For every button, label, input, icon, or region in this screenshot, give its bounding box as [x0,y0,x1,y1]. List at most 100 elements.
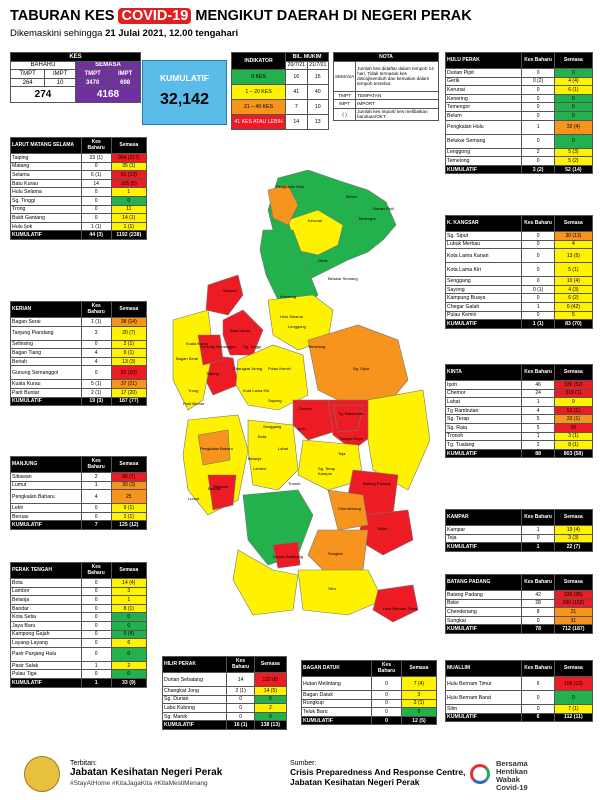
mukim-row: Kota Setia 0 0 [10,612,148,622]
mukim-name: Selinsing [10,339,82,350]
district-name: MANJUNG [10,456,82,473]
indicator-label: 0 KES [230,69,287,86]
kes-semasa: 3 [400,690,438,700]
mukim-name: Kenering [444,93,523,104]
kumulatif-row: KUMULATIF 3 (2) 52 (14) [444,164,594,175]
mukim-row: Belum 0 0 [444,110,594,121]
kes-baharu: 14 [226,672,255,687]
kes-semasa: 0 [110,669,148,679]
kumulatif-row: KUMULATIF 44 (3) 1192 (238) [10,230,148,240]
indicator-row: 21 – 40 KES 7 10 [230,99,330,116]
kes-semasa: 0 [110,620,148,631]
mukim-name: Tg Rambutan [444,405,523,416]
kes-baharu: 0 (2) [521,76,555,87]
kes-baharu: 1 (1) [80,317,112,327]
map-label: Beruas [208,486,221,491]
mukim-name: Bagan Datuk [300,690,373,700]
mukim-row: Sitiawan 2 60 (7) [10,472,148,482]
kes-semasa: 14 (1) [110,213,148,223]
district-table-larut: LARUT MATANG SELAMA Kes Baharu Semasa Taipi… [10,137,148,240]
kes-semasa: 51 (10) [110,365,148,381]
kes-baharu: 0 [521,133,555,149]
kes-semasa: 21 [553,607,594,617]
mukim-row: Taiping 23 (1) 964 (217) [10,153,148,163]
indicator-row: 0 KES 16 15 [230,69,330,86]
mukim-name: Selama [10,170,82,180]
mukim-name: Teluk Baru [300,707,373,717]
kes-semasa: 20 (7) [110,325,148,341]
district-name: PERAK TENGAH [10,562,82,579]
kes-semasa: 13 (5) [553,248,594,264]
mukim-row: Chegar Galah 1 6 (42) [444,301,594,312]
kes-baharu: 0 [371,690,402,700]
mukim-row: Labu Kubong 0 2 [161,703,288,713]
mukim-row: Pasir Panjang Hulu 0 0 [10,646,148,662]
kes-baharu: 2 [521,440,555,450]
kes-semasa: 8 (1) [553,440,594,450]
kes-baharu: 0 [80,161,112,172]
mukim-row: Kampong Gajah 0 0 (4) [10,629,148,640]
mukim-name: Belum [444,110,523,121]
map-label: Sg. Siput [353,366,370,371]
publisher-name: Jabatan Kesihatan Negeri Perak [70,767,223,778]
mukim-row: Chenderiang 8 21 [444,607,594,617]
kes-baharu: 5 [521,414,555,424]
mukim-row: Temengor 0 0 [444,102,594,112]
kes-semasa: 17 (20) [110,387,148,398]
mukim-row: Sungkai 0 31 [444,615,594,626]
kes-semasa: 9 (1) [110,503,148,513]
kumulatif-box: KUMULATIF 32,142 [142,60,227,125]
map-region-tg-rambutan [332,404,364,433]
kes-semasa: 5 [553,310,594,321]
mukim-name: Pengkalan Baharu [10,489,82,505]
kes-semasa: 11 [110,204,148,215]
mukim-name: Hulu Bernam Timur [444,676,523,691]
kes-semasa: 0 [253,694,288,705]
kes-semasa: 4 (3) [553,284,594,295]
mukim-name: Sg. Tinggi [10,195,82,206]
mukim-row: Bota 0 14 (4) [10,578,148,588]
kes-baharu: 46 [521,380,555,390]
kes-semasa: 0 [110,646,148,662]
mukim-row: Pengkalan Hulu 1 32 (4) [444,119,594,135]
mukim-name: Bagan Serai [10,317,82,327]
kes-baharu: 4 [80,348,112,358]
mukim-name: Lahat [444,397,523,407]
mukim-row: Selama 6 (1) 61 (13) [10,170,148,180]
nota-box: NOTA SEMASA Jumlah kes didaftar dalam tem… [332,52,439,121]
kumulatif-row: KUMULATIF 19 (3) 187 (77) [10,396,148,407]
mukim-name: Matang [10,161,82,172]
mukim-row: Hulu Ijok 1 (1) 1 (1) [10,221,148,232]
footer-source: Sumber: Crisis Preparedness And Response… [290,760,466,787]
kes-baharu: 2 [80,472,112,482]
semasa-total: 4168 [74,86,142,104]
mukim-row: Hulu Selama 0 1 [10,187,148,197]
kes-semasa: 0 [110,195,148,206]
kes-semasa: 7 (4) [400,676,438,691]
kes-baharu: 0 [521,85,555,95]
mukim-name: Lumut [10,480,82,491]
map-label: Kenering [280,294,296,299]
mukim-name: Pasir Salak [10,660,82,671]
map-label: Ipoh [298,426,306,431]
kes-baharu: 0 [80,595,112,605]
mukim-name: Bukit Gantang [10,213,82,223]
kes-baharu: 4 [80,356,112,367]
kes-baharu: 0 [80,187,112,197]
mukim-name: Hutan Melintang [300,676,373,691]
mukim-name: Durian Pipit [444,68,523,78]
mukim-name: Kampung Buaya [444,293,523,303]
kes-baharu: 2 [521,147,555,158]
mukim-row: Jaya Baru 0 0 [10,620,148,631]
kes-baharu: 28 [521,598,555,609]
kes-semasa: 105 (10) [553,676,594,691]
hashtags: #StayAtHome #KitaJagaKita #KitaMestiMena… [70,780,208,787]
kes-semasa: 22 (1) [553,414,594,424]
kes-semasa: 1 (1) [110,511,148,522]
kes-semasa: 6 (1) [553,85,594,95]
kes-baharu: 0 [80,669,112,679]
mukim-name: Pengkalan Hulu [444,119,523,135]
mukim-row: Ipoh 46 336 (52) [444,380,594,390]
mukim-row: Bandar 0 8 (1) [10,603,148,614]
map-label: Lumut [188,496,200,501]
